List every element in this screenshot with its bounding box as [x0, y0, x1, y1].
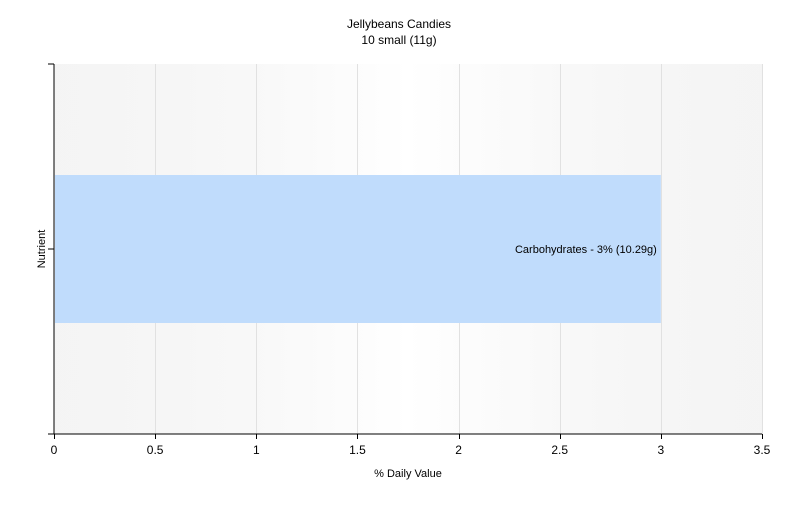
y-axis-label: Nutrient [36, 230, 48, 269]
x-axis-label: % Daily Value [374, 468, 442, 480]
bar-label-carbohydrates: Carbohydrates - 3% (10.29g) [515, 244, 657, 256]
bars [55, 175, 661, 323]
x-tick-label-2: 1 [253, 443, 260, 457]
bar-labels: Carbohydrates - 3% (10.29g) [515, 244, 657, 256]
x-tick-label-1: 0.5 [147, 443, 164, 457]
x-axis-ticks [54, 434, 763, 439]
x-tick-label-3: 1.5 [349, 443, 366, 457]
x-axis-tick-labels: 0 0.5 1 1.5 2 2.5 3 3.5 [51, 443, 771, 457]
x-tick-label-7: 3.5 [754, 443, 771, 457]
bar-carbohydrates [55, 175, 661, 323]
x-tick-label-6: 3 [658, 443, 665, 457]
x-tick-label-4: 2 [455, 443, 462, 457]
x-tick-label-0: 0 [51, 443, 58, 457]
chart-subtitle: 10 small (11g) [361, 33, 436, 47]
x-tick-label-5: 2.5 [551, 443, 568, 457]
chart-title: Jellybeans Candies [347, 17, 451, 31]
